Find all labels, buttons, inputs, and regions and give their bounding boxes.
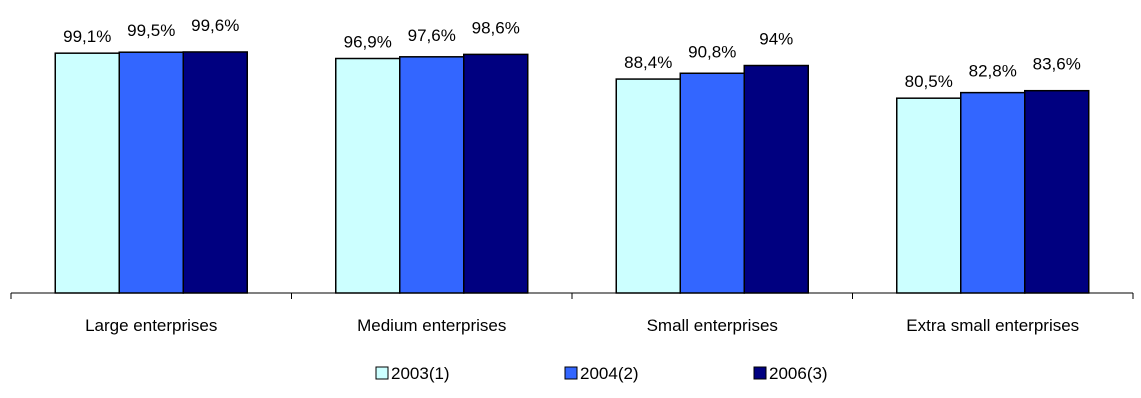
- bar-2003(1)-medium-enterprises: [335, 57, 401, 294]
- category-label: Extra small enterprises: [906, 316, 1079, 335]
- legend-label: 2004(2): [580, 364, 639, 383]
- legend-swatch: [375, 366, 389, 380]
- legend-label: 2006(3): [769, 364, 828, 383]
- bar-2006(3)-small-enterprises: [743, 64, 809, 294]
- legend-label: 2003(1): [391, 364, 450, 383]
- bar-2004(2)-large-enterprises: [118, 51, 184, 294]
- data-label: 82,8%: [969, 62, 1017, 81]
- data-label: 90,8%: [688, 42, 736, 61]
- data-labels-layer: 99,1% 99,5% 99,6% 96,9% 97,6% 98,6% 88,4% 90,8%…: [63, 16, 1081, 91]
- data-label: 96,9%: [344, 33, 392, 52]
- data-label: 99,5%: [127, 21, 175, 40]
- data-label: 83,6%: [1033, 55, 1081, 74]
- legend-swatch: [564, 366, 578, 380]
- data-label: 98,6%: [472, 18, 520, 37]
- data-label: 99,6%: [191, 16, 239, 35]
- bar-2006(3)-large-enterprises: [182, 51, 248, 294]
- data-label: 80,5%: [905, 72, 953, 91]
- category-label: Medium enterprises: [357, 316, 506, 335]
- bar-2006(3)-extra-small-enterprises: [1024, 89, 1090, 294]
- data-label: 94%: [759, 30, 793, 49]
- bar-2004(2)-small-enterprises: [679, 72, 745, 294]
- bars-layer: [54, 51, 1090, 294]
- data-label: 99,1%: [63, 27, 111, 46]
- bar-2003(1)-extra-small-enterprises: [896, 97, 962, 294]
- bar-2004(2)-extra-small-enterprises: [960, 91, 1026, 294]
- legend: 2003(1) 2004(2) 2006(3): [375, 364, 828, 383]
- data-label: 97,6%: [408, 26, 456, 45]
- legend-swatch: [753, 366, 767, 380]
- category-label: Large enterprises: [85, 316, 217, 335]
- bar-2003(1)-small-enterprises: [615, 78, 681, 294]
- x-axis: Large enterprises Medium enterprises Small…: [10, 292, 1134, 335]
- bar-2006(3)-medium-enterprises: [463, 53, 529, 294]
- category-label: Small enterprises: [647, 316, 778, 335]
- data-label: 88,4%: [624, 53, 672, 72]
- bar-2004(2)-medium-enterprises: [399, 56, 465, 294]
- bar-2003(1)-large-enterprises: [54, 52, 120, 294]
